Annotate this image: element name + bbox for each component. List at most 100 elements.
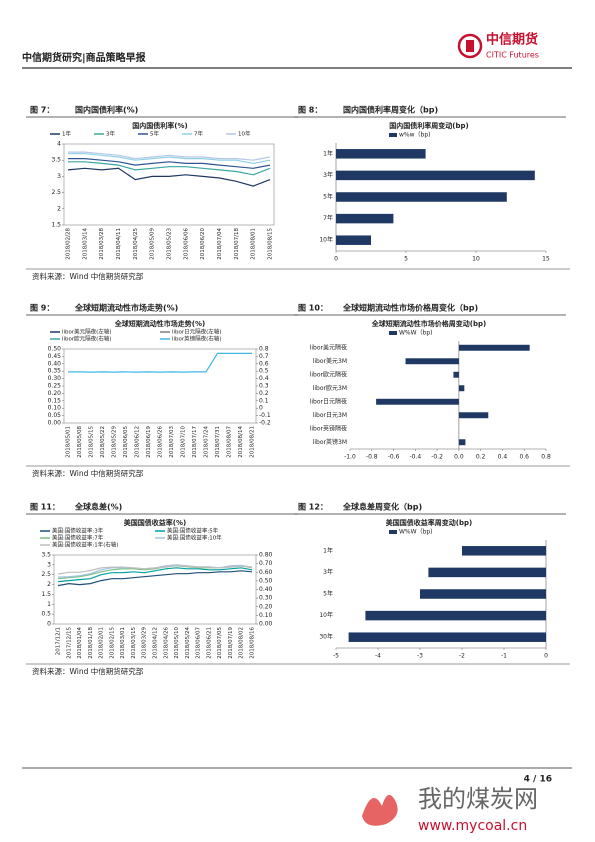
logo-text: 中信期货 (486, 32, 538, 48)
x-tick-label: 2018/07/24 (204, 426, 210, 458)
x-tick-label: 2018/08/02 (239, 627, 245, 659)
x-tick-label: 2018/01/04 (77, 627, 83, 659)
page-number: 4 / 16 (524, 775, 552, 785)
y2-tick-label: 0.00 (259, 621, 273, 628)
y-tick-label: 0.5 (41, 611, 51, 618)
category-label: 5年 (323, 590, 333, 598)
y2-tick-label: 0.10 (259, 612, 273, 619)
x-tick-label: 2018/04/26 (163, 627, 169, 659)
x-tick-label: 2018/05/10 (174, 627, 180, 659)
y-tick-label: 0.20 (48, 390, 62, 397)
y-tick-label: 0.30 (48, 375, 62, 382)
x-tick-label: 2018/07/05 (217, 627, 223, 659)
y-tick-label: 1.5 (41, 591, 51, 598)
header-title: 中信期货研究|商品策略早报 (22, 51, 146, 64)
x-tick-label: 2018/08/01 (251, 228, 257, 260)
source-note: 资料来源：Wind 中信期货研究部 (32, 468, 144, 478)
x-tick-label: -0.4 (409, 454, 421, 461)
y2-tick-label: 0.5 (259, 368, 269, 375)
y2-tick-label: 0.3 (259, 383, 269, 390)
y-tick-label: 0.25 (48, 383, 62, 390)
series-line (68, 151, 271, 161)
x-tick-label: -0.6 (388, 454, 400, 461)
y-tick-label: 3 (57, 173, 61, 180)
x-tick-label: 0.0 (454, 454, 464, 461)
legend-label: 美国:国债收益率:7年 (52, 534, 104, 542)
x-tick-label: 5 (404, 256, 408, 263)
source-note: 资料来源：Wind 中信期货研究部 (32, 666, 144, 676)
x-tick-label: 0 (334, 256, 338, 263)
series-line (68, 161, 271, 176)
x-tick-label: 10 (472, 256, 480, 263)
bar (405, 358, 459, 365)
bar (462, 546, 546, 556)
x-tick-label: -2 (459, 653, 465, 660)
x-tick-label: 2018/06/19 (146, 426, 152, 458)
chart-title: 美国国债收益率周变动(bp) (386, 518, 472, 527)
y-tick-label: 2 (47, 581, 51, 588)
x-tick-label: 2018/05/08 (77, 426, 83, 458)
series-line (68, 158, 271, 169)
y-tick-label: 2.5 (41, 571, 51, 578)
category-label: libor欧元3M (313, 384, 347, 392)
legend-label: libor欧元隔夜(右轴) (62, 335, 111, 343)
bar (458, 344, 530, 351)
y2-tick-label: 0.4 (259, 375, 269, 382)
watermark-url: www.mycoal.cn (418, 818, 527, 834)
x-tick-label: 2018/07/03 (169, 426, 175, 458)
x-tick-label: 2018/06/06 (183, 228, 189, 260)
legend-label: 美国:国债收益率:5年 (167, 527, 219, 535)
category-label: libor日元隔夜 (310, 397, 347, 405)
x-tick-label: 2018/05/09 (150, 228, 156, 260)
x-tick-label: 2018/05/23 (167, 228, 173, 260)
chart-title: 国内国债利率周变动(bp) (389, 121, 468, 130)
category-label: 1年 (323, 149, 333, 157)
y2-tick-label: 0.80 (259, 552, 273, 559)
category-label: libor英镑3M (313, 438, 347, 446)
y-tick-label: 0.35 (48, 368, 62, 375)
logo-icon (457, 33, 483, 59)
x-tick-label: -3 (417, 653, 423, 660)
x-tick-label: 2018/03/01 (120, 627, 126, 659)
series-line (67, 167, 271, 187)
x-tick-label: 2018/03/15 (131, 627, 137, 659)
category-label: libor英镑隔夜 (310, 424, 347, 432)
watermark-logo (362, 794, 398, 826)
bar (365, 610, 546, 621)
legend-label: 美国:国债收益率:1年(右轴) (52, 541, 119, 549)
figure-label: 图 7： (30, 106, 54, 115)
category-label: 5年 (323, 193, 333, 201)
x-tick-label: 2018/07/18 (234, 228, 240, 260)
legend-label: W%W（bp) (399, 529, 433, 536)
y2-tick-label: 0.1 (259, 397, 269, 404)
x-tick-label: 2018/07/17 (192, 426, 198, 458)
x-tick-label: 2018/07/04 (217, 228, 223, 260)
legend-label: 10年 (238, 130, 251, 138)
y2-tick-label: -0.1 (259, 412, 271, 419)
legend-swatch (389, 133, 397, 137)
y2-tick-label: 0.7 (259, 353, 269, 360)
x-tick-label: 2018/08/07 (227, 426, 233, 458)
plot-frame (53, 554, 257, 625)
figure-label: 图 11： (30, 503, 60, 512)
x-tick-label: 2018/04/12 (153, 627, 159, 659)
x-tick-label: -1 (501, 653, 507, 660)
figure-label: 图 9： (30, 304, 54, 313)
figure-label: 图 8： (298, 106, 322, 115)
legend-label: libor美元隔夜(左轴) (62, 328, 111, 336)
figure-caption: 国内国债利率(%) (75, 105, 138, 115)
category-label: libor欧元隔夜 (310, 370, 347, 378)
series-line (68, 352, 252, 373)
x-tick-label: 2018/05/01 (66, 426, 72, 458)
y2-tick-label: 0.20 (259, 603, 273, 610)
x-tick-label: 2018/06/21 (206, 627, 212, 659)
y-tick-label: 0.45 (48, 353, 62, 360)
x-tick-label: 2018/05/24 (185, 627, 191, 659)
x-tick-label: -0.2 (431, 454, 443, 461)
chart-title: 国内国债利率(%) (132, 121, 187, 130)
y-tick-label: 3.5 (51, 157, 61, 164)
x-tick-label: 2018/06/26 (158, 426, 164, 458)
x-tick-label: -1.0 (344, 454, 356, 461)
